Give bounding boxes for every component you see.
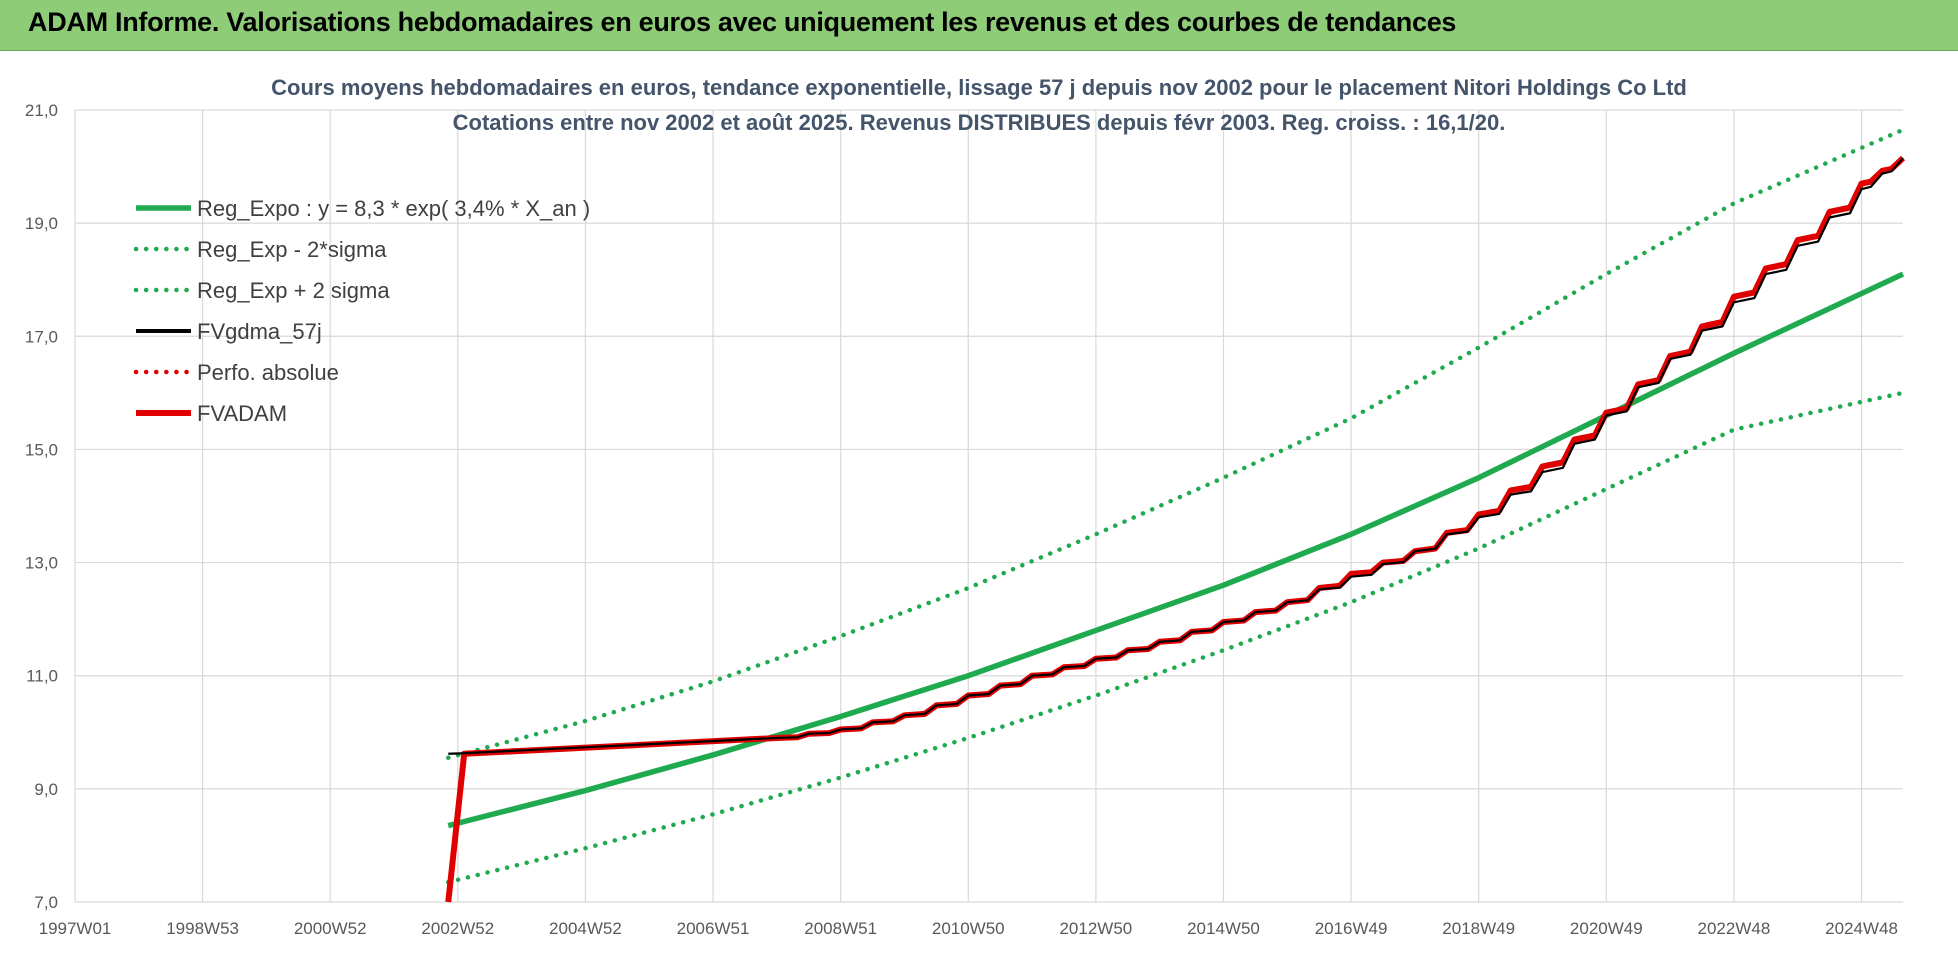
x-tick-label: 2016W49 [1315,919,1388,938]
x-tick-label: 2010W50 [932,919,1005,938]
series-line-5 [445,155,1906,903]
x-axis-ticks: 1997W01 1998W53 2000W52 2002W52 2004W52 2006W… [39,919,1898,938]
chart-subtitle: Cotations entre nov 2002 et août 2025. R… [453,110,1506,135]
banner-title: ADAM Informe. Valorisations hebdomadaire… [28,7,1457,37]
series-line-3 [448,157,1904,755]
series-line-2 [446,127,1906,760]
legend-label: FVgdma_57j [197,319,322,344]
header-banner: ADAM Informe. Valorisations hebdomadaire… [0,0,1958,51]
x-tick-label: 2000W52 [294,919,367,938]
x-tick-label: 2008W51 [804,919,877,938]
y-tick-label: 13,0 [25,554,58,573]
x-tick-label: 2002W52 [421,919,494,938]
x-tick-label: 2006W51 [677,919,750,938]
x-tick-label: 2022W48 [1698,919,1771,938]
chart-legend: Reg_Expo : y = 8,3 * exp( 3,4% * X_an ) R… [133,196,590,426]
x-tick-label: 1997W01 [39,919,112,938]
y-axis-ticks: 7,0 9,0 11,0 13,0 15,0 17,0 19,0 21,0 [25,101,58,912]
y-tick-label: 21,0 [25,101,58,120]
chart-frame: 7,0 9,0 11,0 13,0 15,0 17,0 19,0 21,0 1997W01 19… [0,50,1958,978]
legend-label: Reg_Exp + 2 sigma [197,278,390,303]
y-tick-label: 11,0 [26,667,58,686]
y-tick-label: 9,0 [34,780,58,799]
y-tick-label: 15,0 [25,440,58,459]
x-tick-label: 2020W49 [1570,919,1643,938]
x-tick-label: 2024W48 [1825,919,1898,938]
line-chart: 7,09,011,013,015,017,019,021,0 1997W01 19… [25,75,1906,938]
chart-series [445,127,1906,903]
chart-title: Cours moyens hebdomadaires en euros, ten… [271,75,1687,100]
y-tick-label: 7,0 [34,893,58,912]
legend-label: FVADAM [197,401,287,426]
x-tick-label: 2012W50 [1059,919,1132,938]
x-tick-label: 1998W53 [166,919,239,938]
legend-label: Perfo. absolue [197,360,339,385]
series-line-1 [446,390,1906,885]
x-tick-label: 2018W49 [1442,919,1515,938]
y-tick-label: 17,0 [25,327,58,346]
chart-grid [74,109,1903,903]
x-tick-label: 2004W52 [549,919,622,938]
legend-label: Reg_Expo : y = 8,3 * exp( 3,4% * X_an ) [197,196,590,221]
y-tick-label: 19,0 [25,214,58,233]
legend-label: Reg_Exp - 2*sigma [197,237,387,262]
x-tick-label: 2014W50 [1187,919,1260,938]
